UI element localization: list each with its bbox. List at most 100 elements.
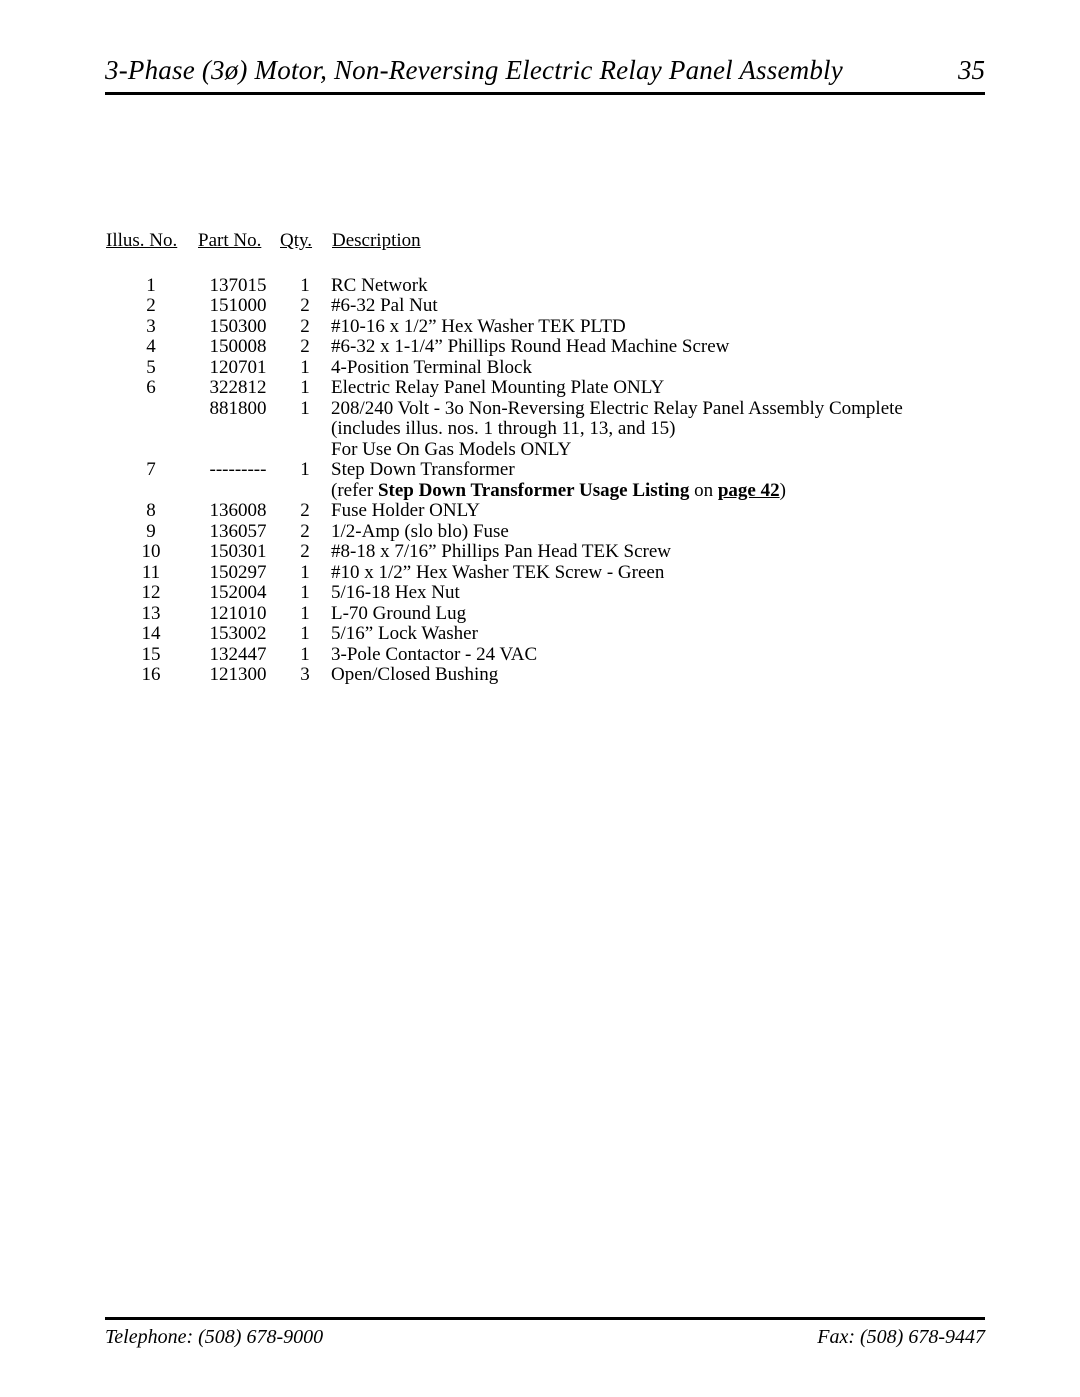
cell-qty: 1 [279, 563, 331, 584]
table-row: 8818001208/240 Volt - 3o Non-Reversing E… [105, 399, 985, 461]
cell-qty: 2 [279, 522, 331, 543]
table-row: 101503012#8-18 x 7/16” Phillips Pan Head… [105, 542, 985, 563]
cell-part: 152004 [197, 583, 279, 604]
cell-qty: 3 [279, 665, 331, 686]
cell-illus: 8 [105, 501, 197, 522]
desc-line: #6-32 Pal Nut [331, 296, 985, 317]
cell-desc: #6-32 Pal Nut [331, 296, 985, 317]
cell-illus: 4 [105, 337, 197, 358]
desc-line: #10 x 1/2” Hex Washer TEK Screw - Green [331, 563, 985, 584]
desc-line: Step Down Transformer [331, 460, 985, 481]
table-row: 1513244713-Pole Contactor - 24 VAC [105, 645, 985, 666]
cell-qty: 1 [279, 645, 331, 666]
cell-illus [105, 399, 197, 461]
page-title: 3-Phase (3ø) Motor, Non-Reversing Electr… [105, 55, 843, 86]
cell-part: 150297 [197, 563, 279, 584]
cell-part: 151000 [197, 296, 279, 317]
cell-qty: 1 [279, 460, 331, 501]
desc-line: 3-Pole Contactor - 24 VAC [331, 645, 985, 666]
cell-part: 153002 [197, 624, 279, 645]
cell-illus: 10 [105, 542, 197, 563]
desc-line: L-70 Ground Lug [331, 604, 985, 625]
desc-line: For Use On Gas Models ONLY [331, 440, 985, 461]
parts-table: Illus. No. Part No. Qty. Description 113… [105, 230, 985, 686]
cell-illus: 7 [105, 460, 197, 501]
cell-part: 120701 [197, 358, 279, 379]
cell-part: 150008 [197, 337, 279, 358]
table-row: 31503002#10-16 x 1/2” Hex Washer TEK PLT… [105, 317, 985, 338]
table-row: 1215200415/16-18 Hex Nut [105, 583, 985, 604]
cell-qty: 1 [279, 583, 331, 604]
cell-qty: 1 [279, 399, 331, 461]
cell-part: 322812 [197, 378, 279, 399]
cell-desc: Fuse Holder ONLY [331, 501, 985, 522]
table-header-row: Illus. No. Part No. Qty. Description [105, 230, 985, 276]
cell-qty: 2 [279, 337, 331, 358]
desc-line: #8-18 x 7/16” Phillips Pan Head TEK Scre… [331, 542, 985, 563]
desc-line: #10-16 x 1/2” Hex Washer TEK PLTD [331, 317, 985, 338]
desc-line: #6-32 x 1-1/4” Phillips Round Head Machi… [331, 337, 985, 358]
cell-illus: 13 [105, 604, 197, 625]
table-row: 21510002#6-32 Pal Nut [105, 296, 985, 317]
table-row: 63228121Electric Relay Panel Mounting Pl… [105, 378, 985, 399]
parts-table-wrap: Illus. No. Part No. Qty. Description 113… [105, 230, 985, 686]
cell-desc: #6-32 x 1-1/4” Phillips Round Head Machi… [331, 337, 985, 358]
cell-illus: 6 [105, 378, 197, 399]
cell-qty: 1 [279, 604, 331, 625]
cell-part: 136057 [197, 522, 279, 543]
cell-desc: 1/2-Amp (slo blo) Fuse [331, 522, 985, 543]
cell-part: 121010 [197, 604, 279, 625]
cell-qty: 2 [279, 296, 331, 317]
page-footer: Telephone: (508) 678-9000 Fax: (508) 678… [105, 1317, 985, 1349]
desc-ref-prefix: (refer [331, 480, 378, 501]
cell-qty: 1 [279, 358, 331, 379]
cell-desc: 208/240 Volt - 3o Non-Reversing Electric… [331, 399, 985, 461]
table-row: 11370151RC Network [105, 276, 985, 297]
col-header-illus: Illus. No. [105, 230, 197, 276]
col-header-qty: Qty. [279, 230, 331, 276]
desc-line: 4-Position Terminal Block [331, 358, 985, 379]
table-row: 913605721/2-Amp (slo blo) Fuse [105, 522, 985, 543]
page-header: 3-Phase (3ø) Motor, Non-Reversing Electr… [105, 55, 985, 95]
table-row: 111502971#10 x 1/2” Hex Washer TEK Screw… [105, 563, 985, 584]
cell-desc: Step Down Transformer(refer Step Down Tr… [331, 460, 985, 501]
table-row: 1415300215/16” Lock Washer [105, 624, 985, 645]
cell-illus: 15 [105, 645, 197, 666]
cell-desc: 3-Pole Contactor - 24 VAC [331, 645, 985, 666]
cell-desc: 4-Position Terminal Block [331, 358, 985, 379]
footer-phone: Telephone: (508) 678-9000 [105, 1326, 323, 1349]
cell-part: 881800 [197, 399, 279, 461]
page-number: 35 [958, 55, 985, 86]
table-row: 161213003Open/Closed Bushing [105, 665, 985, 686]
desc-line: Electric Relay Panel Mounting Plate ONLY [331, 378, 985, 399]
cell-part: 137015 [197, 276, 279, 297]
cell-illus: 5 [105, 358, 197, 379]
cell-desc: RC Network [331, 276, 985, 297]
cell-illus: 14 [105, 624, 197, 645]
desc-line: (includes illus. nos. 1 through 11, 13, … [331, 419, 985, 440]
cell-part: 132447 [197, 645, 279, 666]
cell-qty: 2 [279, 317, 331, 338]
cell-qty: 2 [279, 501, 331, 522]
cell-part: --------- [197, 460, 279, 501]
cell-desc: #10 x 1/2” Hex Washer TEK Screw - Green [331, 563, 985, 584]
cell-desc: Open/Closed Bushing [331, 665, 985, 686]
cell-desc: L-70 Ground Lug [331, 604, 985, 625]
cell-qty: 1 [279, 276, 331, 297]
desc-line: Fuse Holder ONLY [331, 501, 985, 522]
table-row: 81360082Fuse Holder ONLY [105, 501, 985, 522]
desc-ref-page: page 42 [718, 480, 780, 501]
desc-ref-bold: Step Down Transformer Usage Listing [378, 480, 689, 501]
desc-ref-mid: on [689, 480, 718, 501]
cell-part: 150301 [197, 542, 279, 563]
cell-illus: 3 [105, 317, 197, 338]
col-header-part: Part No. [197, 230, 279, 276]
desc-line: 5/16-18 Hex Nut [331, 583, 985, 604]
table-row: 512070114-Position Terminal Block [105, 358, 985, 379]
desc-line: 5/16” Lock Washer [331, 624, 985, 645]
cell-illus: 11 [105, 563, 197, 584]
col-header-desc: Description [331, 230, 985, 276]
cell-desc: Electric Relay Panel Mounting Plate ONLY [331, 378, 985, 399]
desc-line: 1/2-Amp (slo blo) Fuse [331, 522, 985, 543]
desc-reference: (refer Step Down Transformer Usage Listi… [331, 481, 985, 502]
